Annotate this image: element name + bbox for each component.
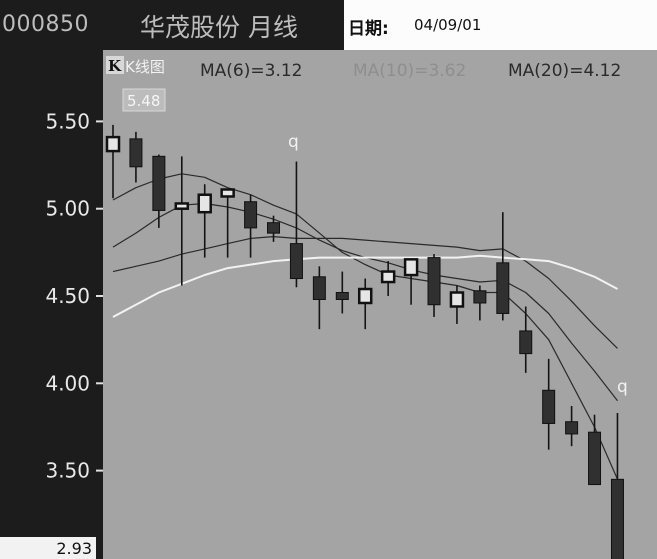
candle-body <box>496 262 510 314</box>
candle[interactable] <box>220 188 235 258</box>
candle-body <box>542 389 556 424</box>
candlesticks <box>105 124 624 559</box>
y-axis-panel <box>0 50 103 559</box>
ma-line-ma30 <box>112 254 618 318</box>
stock-name-period: 华茂股份 月线 <box>140 13 298 42</box>
candle[interactable] <box>174 156 190 286</box>
candle-body <box>335 292 349 300</box>
candle[interactable] <box>267 215 281 242</box>
candle-body <box>312 276 326 300</box>
y-tick-label: 5.50 <box>45 109 90 133</box>
candle-body <box>473 290 487 304</box>
marker-q-1: q <box>288 132 299 152</box>
legend-ma10: MA(10)=3.62 <box>353 61 466 81</box>
candle-body <box>449 291 465 308</box>
k-glyph: K <box>108 57 122 75</box>
candle[interactable] <box>380 261 396 296</box>
candle[interactable] <box>403 258 419 305</box>
bottom-price-value: 2.93 <box>56 539 92 558</box>
candle-body <box>610 478 624 559</box>
candle[interactable] <box>449 285 465 324</box>
candle[interactable] <box>427 254 441 317</box>
stock-code: 000850 <box>2 12 89 37</box>
y-tick-label: 5.00 <box>45 197 90 221</box>
candle[interactable] <box>129 131 143 183</box>
candle[interactable] <box>197 184 212 258</box>
y-tick-label: 3.50 <box>45 459 90 483</box>
candle-body <box>105 135 121 153</box>
candle[interactable] <box>335 271 349 314</box>
candle-body <box>427 257 441 306</box>
legend-ma6: MA(6)=3.12 <box>200 61 302 81</box>
date-label: 日期: <box>348 19 389 39</box>
y-tick-label: 4.50 <box>45 284 90 308</box>
candle[interactable] <box>244 194 258 258</box>
candle-body <box>267 222 281 234</box>
ma-line-ma6 <box>112 173 619 480</box>
high-price-label: 5.48 <box>127 92 160 110</box>
candle-body <box>244 201 258 229</box>
date-box: 日期: 04/09/01 <box>344 0 657 50</box>
candle-body <box>588 431 602 486</box>
candle-body <box>357 287 373 305</box>
chart-title: K线图 <box>125 58 165 76</box>
candle[interactable] <box>519 306 533 373</box>
k-icon <box>106 56 124 74</box>
candle[interactable] <box>473 285 487 321</box>
legend-ma20: MA(20)=4.12 <box>508 61 621 81</box>
y-axis-ticks: 5.50 5.00 4.50 4.00 3.50 <box>45 109 103 483</box>
moving-average-lines <box>112 173 619 480</box>
candle-body <box>380 270 396 284</box>
candle[interactable] <box>289 161 303 288</box>
candle-body <box>289 243 303 280</box>
ma-line-ma20 <box>112 236 618 349</box>
candle[interactable] <box>542 358 556 450</box>
candle-body <box>174 202 190 210</box>
candle[interactable] <box>565 405 579 447</box>
bottom-price-label: 2.93 <box>0 537 96 559</box>
high-price-badge <box>122 88 166 112</box>
candle[interactable] <box>152 154 166 228</box>
marker-q-2: q <box>617 377 628 397</box>
candle[interactable] <box>610 412 624 559</box>
candle-body <box>403 258 419 277</box>
y-tick-label: 4.00 <box>45 371 90 395</box>
candle[interactable] <box>496 212 510 321</box>
candle[interactable] <box>588 414 602 486</box>
date-value: 04/09/01 <box>414 16 482 34</box>
candle-body <box>519 330 533 355</box>
candle-body <box>152 155 166 211</box>
candle[interactable] <box>357 278 373 330</box>
candle-body <box>129 138 143 168</box>
plot-area[interactable] <box>103 50 657 559</box>
candle[interactable] <box>105 124 121 199</box>
candle-body <box>197 193 212 214</box>
candle[interactable] <box>312 266 326 330</box>
chart-legend: K K线图 MA(6)=3.12 MA(10)=3.62 MA(20)=4.12… <box>106 56 628 397</box>
candle-body <box>565 421 579 435</box>
chart-header: 000850 华茂股份 月线 日期: 04/09/01 <box>0 0 657 50</box>
candle-body <box>220 188 235 198</box>
